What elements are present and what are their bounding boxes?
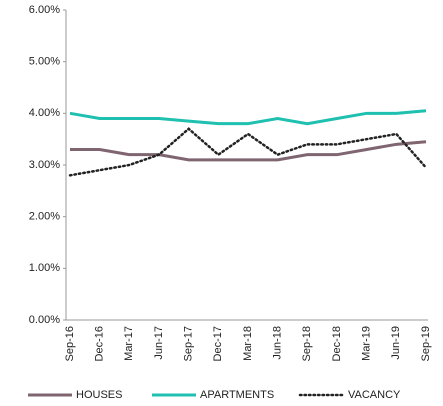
x-tick-label: Jun-19 bbox=[390, 326, 402, 360]
legend-label: VACANCY bbox=[348, 389, 401, 401]
x-tick-label: Mar-18 bbox=[242, 326, 254, 361]
x-tick-label: Jun-17 bbox=[153, 326, 165, 360]
y-tick-label: 0.00% bbox=[29, 314, 60, 326]
y-tick-label: 2.00% bbox=[29, 211, 60, 223]
y-tick-label: 4.00% bbox=[29, 107, 60, 119]
y-tick-label: 3.00% bbox=[29, 159, 60, 171]
x-tick-label: Sep-16 bbox=[64, 326, 76, 361]
x-tick-label: Jun-18 bbox=[272, 326, 284, 360]
x-tick-label: Dec-17 bbox=[212, 326, 224, 361]
series-line bbox=[68, 127, 428, 177]
legend-label: APARTMENTS bbox=[200, 389, 274, 401]
x-tick-label: Mar-17 bbox=[123, 326, 135, 361]
y-tick-label: 1.00% bbox=[29, 262, 60, 274]
x-tick-label: Dec-18 bbox=[331, 326, 343, 361]
series-line bbox=[69, 109, 427, 126]
y-tick-label: 6.00% bbox=[29, 4, 60, 16]
x-tick-label: Sep-18 bbox=[301, 326, 313, 361]
legend-label: HOUSES bbox=[76, 389, 122, 401]
x-tick-label: Sep-17 bbox=[183, 326, 195, 361]
series-line bbox=[70, 140, 427, 162]
x-tick-label: Sep-19 bbox=[420, 326, 432, 361]
x-tick-label: Dec-16 bbox=[94, 326, 106, 361]
x-tick-label: Mar-19 bbox=[361, 326, 373, 361]
y-tick-label: 5.00% bbox=[29, 56, 60, 68]
